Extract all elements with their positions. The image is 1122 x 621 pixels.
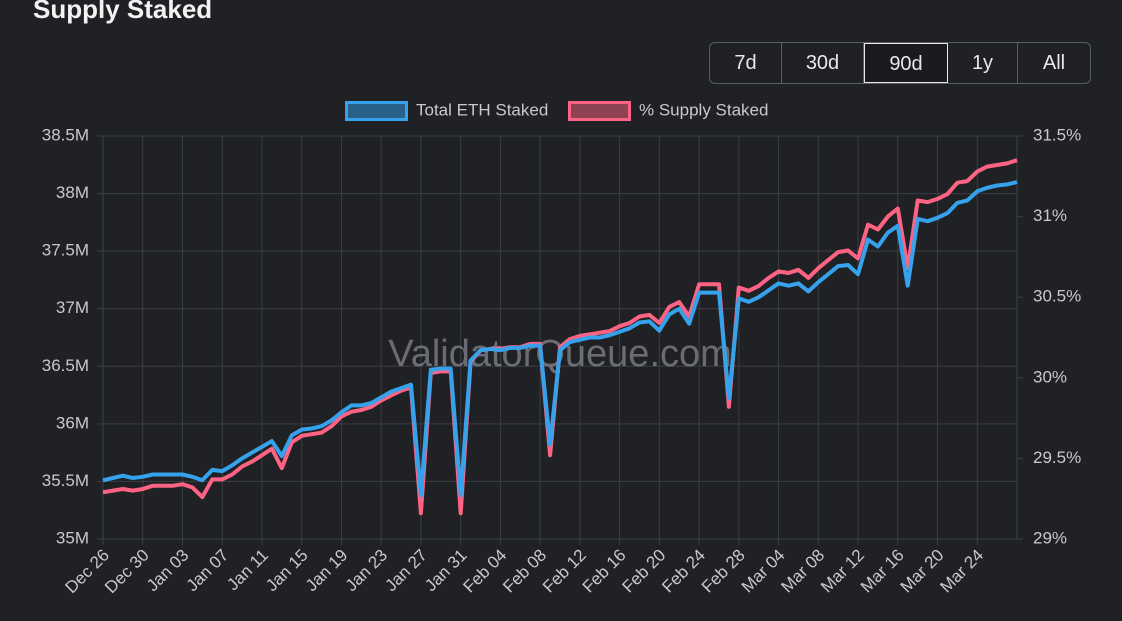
x-tick-label: Feb 12: [539, 546, 590, 597]
data-line: [102, 158, 1018, 516]
x-tick-label: Mar 20: [897, 546, 948, 597]
data-line: [102, 180, 1018, 498]
x-tick-label: Mar 08: [777, 546, 828, 597]
y-tick-label: 37.5M: [42, 241, 89, 260]
y-tick-label: 38M: [56, 183, 89, 202]
x-tick-label: Jan 03: [143, 546, 193, 596]
page-title: Supply Staked: [33, 0, 213, 24]
x-tick-label: Feb 28: [698, 546, 749, 597]
y2-tick-label: 31%: [1033, 206, 1067, 225]
y-tick-label: 36M: [56, 413, 89, 432]
x-tick-label: Jan 11: [223, 546, 272, 595]
y2-tick-label: 31.5%: [1033, 125, 1081, 144]
x-tick-label: Jan 27: [381, 546, 431, 596]
y2-tick-label: 30.5%: [1033, 287, 1081, 306]
range-button[interactable]: 1y: [948, 43, 1018, 83]
x-tick-label: Mar 12: [817, 546, 868, 597]
x-tick-label: Feb 08: [499, 546, 550, 597]
y-tick-label: 36.5M: [42, 356, 89, 375]
x-tick-label: Mar 16: [857, 546, 908, 597]
x-tick-label: Jan 07: [183, 546, 233, 596]
y2-tick-label: 29%: [1033, 528, 1067, 547]
x-tick-label: Feb 24: [658, 546, 709, 597]
x-tick-label: Dec 30: [101, 546, 153, 598]
x-tick-label: Feb 20: [618, 546, 669, 597]
x-tick-label: Jan 15: [262, 546, 312, 596]
x-tick-label: Dec 26: [61, 546, 113, 598]
range-button[interactable]: 90d: [864, 43, 948, 83]
y-tick-label: 38.5M: [42, 125, 89, 144]
y2-tick-label: 30%: [1033, 367, 1067, 386]
range-button[interactable]: 7d: [710, 43, 782, 83]
range-selector: 7d 30d 90d 1y All: [709, 42, 1091, 84]
y-tick-label: 35.5M: [42, 471, 89, 490]
x-tick-label: Mar 04: [738, 546, 789, 597]
x-tick-label: Feb 04: [460, 546, 511, 597]
x-tick-label: Jan 19: [302, 546, 352, 596]
range-button[interactable]: 30d: [782, 43, 864, 83]
range-button[interactable]: All: [1042, 52, 1066, 74]
x-tick-label: Jan 23: [342, 546, 392, 596]
y2-tick-label: 29.5%: [1033, 448, 1081, 467]
legend-swatch: [345, 101, 408, 121]
y-tick-label: 35M: [56, 528, 89, 547]
legend-swatch: [568, 101, 631, 121]
x-tick-label: Feb 16: [579, 546, 630, 597]
legend-label: Total ETH Staked: [416, 100, 548, 119]
legend-label: % Supply Staked: [639, 100, 768, 119]
x-tick-label: Mar 24: [936, 546, 987, 597]
y-tick-label: 37M: [56, 298, 89, 317]
